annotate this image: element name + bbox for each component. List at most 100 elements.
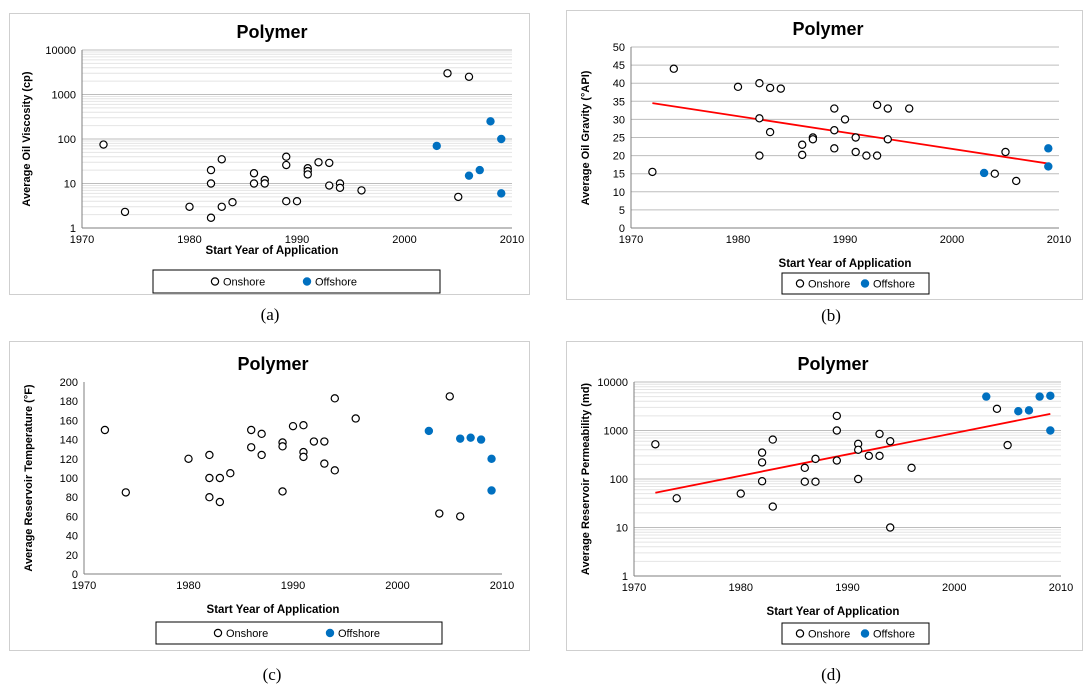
onshore-data-point	[1001, 147, 1010, 157]
legend-marker-offshore	[860, 279, 870, 288]
onshore-data-point	[226, 468, 235, 478]
y-tick-label: 0	[619, 223, 625, 235]
onshore-data-point	[464, 72, 474, 81]
y-tick-label: 40	[613, 78, 625, 90]
x-tick-label: 1980	[726, 234, 750, 246]
legend-label-offshore: Offshore	[338, 628, 380, 640]
onshore-data-point	[832, 426, 842, 435]
x-axis-label: Start Year of Application	[206, 245, 339, 257]
onshore-data-point	[288, 421, 298, 431]
chart-a: 1 10 100 1000 10000 1970 1980 1990 2000 2010 Polym…	[21, 22, 524, 294]
y-tick-label: 60	[66, 511, 78, 523]
chart-panel-d: 1 10 100 1000 10000 1970 1980 1990 2000 2010 Polym…	[566, 341, 1083, 651]
onshore-data-point	[456, 512, 465, 521]
panel-label-d: (d)	[821, 665, 841, 684]
chart-panel-b: 0 5 10 15 20 25 30 35 40 45 50 1970 1980 1990 2000 2010…	[566, 10, 1083, 300]
y-tick-label: 1	[622, 571, 628, 583]
onshore-data-point	[755, 151, 764, 160]
onshore-data-point	[215, 497, 225, 507]
trendline	[655, 413, 1051, 494]
legend-marker-onshore	[213, 628, 223, 638]
onshore-data-point	[768, 502, 777, 511]
onshore-data-point	[257, 450, 266, 460]
onshore-data-point	[883, 135, 892, 144]
offshore-data-point	[466, 433, 475, 442]
onshore-data-point	[249, 169, 259, 178]
y-tick-label: 20	[66, 550, 78, 562]
onshore-data-point	[314, 158, 323, 167]
onshore-data-point	[99, 140, 108, 149]
offshore-data-point	[486, 117, 495, 126]
x-tick-label: 2010	[490, 580, 514, 592]
offshore-data-point	[497, 189, 506, 198]
onshore-data-point	[800, 477, 809, 486]
legend-label-offshore: Offshore	[873, 279, 915, 291]
onshore-data-point	[206, 213, 216, 222]
y-tick-label: 100	[610, 474, 628, 486]
onshore-data-point	[357, 186, 366, 195]
y-tick-label: 160	[60, 415, 78, 427]
onshore-data-point	[840, 115, 850, 124]
x-tick-label: 1980	[729, 582, 753, 594]
onshore-data-point	[886, 523, 895, 532]
onshore-data-point	[185, 202, 194, 211]
y-tick-label: 1	[70, 223, 76, 235]
onshore-data-point	[886, 437, 895, 446]
onshore-data-point	[278, 487, 287, 496]
onshore-data-point	[246, 425, 256, 435]
onshore-data-point	[278, 442, 287, 451]
legend-box	[781, 272, 930, 295]
onshore-data-point	[757, 477, 767, 486]
y-tick-label: 120	[60, 454, 78, 466]
offshore-data-point	[456, 434, 465, 443]
offshore-data-point	[464, 171, 474, 180]
offshore-data-point	[1046, 426, 1055, 435]
onshore-data-point	[282, 160, 291, 170]
y-axis-label: Average Reservoir Temperature (°F)	[23, 384, 35, 572]
onshore-data-point	[830, 144, 839, 153]
onshore-data-point	[992, 404, 1002, 414]
onshore-data-point	[330, 466, 339, 475]
y-tick-label: 10000	[45, 45, 76, 57]
y-axis-label: Average Oil Gravity (°API)	[580, 70, 592, 205]
onshore-data-point	[765, 83, 775, 93]
onshore-data-point	[246, 443, 256, 452]
x-tick-label: 2000	[385, 580, 409, 592]
chart-b: 0 5 10 15 20 25 30 35 40 45 50 1970 1980 1990 2000 2010…	[580, 19, 1071, 295]
y-tick-label: 180	[60, 396, 78, 408]
onshore-data-point	[443, 69, 452, 78]
onshore-data-point	[206, 165, 216, 175]
offshore-data-point	[487, 454, 496, 464]
chart-title: Polymer	[797, 354, 868, 374]
onshore-data-point	[215, 473, 225, 483]
x-tick-label: 1980	[177, 234, 201, 246]
x-tick-label: 1980	[176, 580, 200, 592]
onshore-data-point	[776, 84, 785, 93]
y-tick-label: 50	[613, 42, 625, 54]
x-tick-label: 1970	[70, 234, 94, 246]
y-tick-label: 100	[60, 473, 78, 485]
x-tick-label: 2010	[1049, 582, 1073, 594]
legend-marker-offshore	[302, 277, 312, 286]
y-tick-label: 40	[66, 531, 78, 543]
onshore-data-point	[905, 104, 914, 113]
y-tick-label: 30	[613, 114, 625, 126]
onshore-data-point	[257, 429, 266, 439]
y-tick-label: 5	[619, 205, 625, 217]
chart-title: Polymer	[237, 354, 308, 374]
onshore-data-point	[797, 150, 807, 160]
x-tick-label: 1990	[833, 234, 857, 246]
onshore-data-point	[872, 151, 882, 160]
onshore-data-point	[282, 152, 291, 161]
legend-marker-offshore	[860, 629, 870, 638]
offshore-data-point	[1024, 406, 1034, 415]
y-tick-label: 35	[613, 96, 625, 108]
offshore-data-point	[1035, 392, 1044, 401]
offshore-data-point	[1044, 144, 1053, 153]
onshore-data-point	[757, 458, 767, 467]
chart-d: 1 10 100 1000 10000 1970 1980 1990 2000 2010 Polym…	[580, 354, 1073, 645]
legend-marker-offshore	[325, 628, 335, 638]
onshore-data-point	[733, 82, 743, 92]
panel-label-a: (a)	[260, 305, 280, 324]
legend-label-onshore: Onshore	[808, 279, 850, 291]
